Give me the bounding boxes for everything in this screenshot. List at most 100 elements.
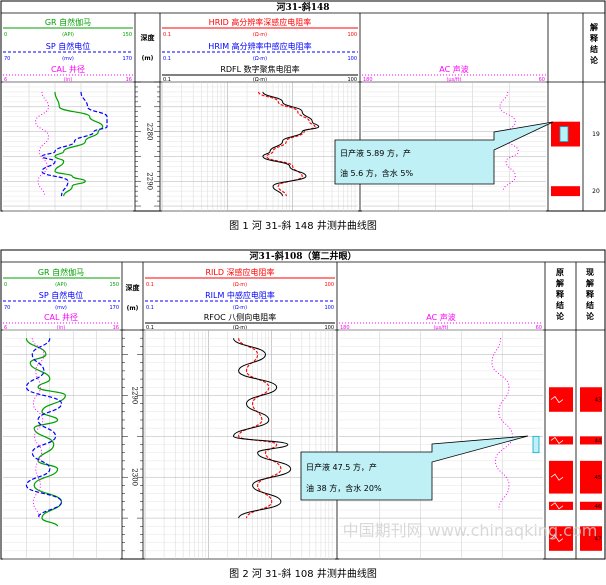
sp-label: SP 自然电位 xyxy=(39,290,83,300)
ac-label: AC 声波 xyxy=(426,312,455,322)
cal-unit: (in) xyxy=(57,325,66,331)
callout-2-line2: 油 38 方，含水 20% xyxy=(306,483,382,493)
zone-new-bar xyxy=(580,460,602,494)
ac-min: 180 xyxy=(363,77,373,83)
gr-min: 0 xyxy=(4,32,7,38)
rhigh-unit: (Ω·m) xyxy=(253,32,267,38)
gr-min: 0 xyxy=(4,282,7,288)
ac-max: 60 xyxy=(539,77,545,83)
cal-label: CAL 井径 xyxy=(51,64,85,74)
zone-number: 44 xyxy=(595,438,602,444)
curve-5 xyxy=(232,337,292,519)
caption-2: 图 2 河 31-斜 108 井测井曲线图 xyxy=(229,567,377,580)
gr-label: GR 自然伽马 xyxy=(38,267,84,277)
rfoc-min: 0.1 xyxy=(163,77,171,83)
zone-number: 43 xyxy=(595,398,602,404)
cal-max: 16 xyxy=(126,77,132,83)
zone-orig-bar xyxy=(549,526,573,551)
curve-2 xyxy=(41,91,108,197)
zone-symbol xyxy=(550,436,564,444)
depth-unit: (m) xyxy=(142,55,154,62)
rmid-min: 0.1 xyxy=(163,56,171,62)
ac-unit: (μs/ft) xyxy=(446,77,461,83)
zone-new-bar xyxy=(580,526,602,551)
rfoc-min: 0.1 xyxy=(146,325,154,331)
ac-label: AC 声波 xyxy=(439,64,468,74)
interp-label: 解释结论 xyxy=(590,22,599,65)
rhigh-label: RILD 深感应电阻率 xyxy=(205,267,274,277)
zone-symbol xyxy=(550,395,564,404)
zone-symbol xyxy=(550,473,564,481)
cal-unit: (in) xyxy=(64,77,73,83)
zone-orig-bar xyxy=(549,460,573,494)
rhigh-min: 0.1 xyxy=(146,282,154,288)
watermark: 中国期刊网 www.chinaqking.com xyxy=(343,521,598,540)
zone-bar xyxy=(551,186,580,197)
panel-1-grid xyxy=(3,81,546,212)
rmid-unit: (Ω·m) xyxy=(253,56,267,62)
rmid-label: HRIM 高分辨率中感应电阻率 xyxy=(208,41,311,51)
rmid-min: 0.1 xyxy=(146,305,154,311)
curve-1 xyxy=(25,338,67,527)
curve-6 xyxy=(499,91,519,192)
rmid-max: 100 xyxy=(324,305,334,311)
depth-label: 2290 xyxy=(131,387,139,405)
callout-1-line1: 日产液 5.89 方，产 xyxy=(340,148,411,158)
rfoc-unit: (Ω·m) xyxy=(253,77,267,83)
zone-symbol xyxy=(550,534,564,543)
callout-2-line1: 日产液 47.5 方，产 xyxy=(306,462,377,472)
rhigh-max: 100 xyxy=(347,32,357,38)
depth-label: 深度 xyxy=(126,283,141,292)
sp-max: 170 xyxy=(122,56,132,62)
rfoc-max: 100 xyxy=(324,325,334,331)
callout-1 xyxy=(334,121,554,185)
panel-2-zones: 43 44 45 46 47 xyxy=(532,387,602,551)
sp-min: 70 xyxy=(4,305,10,311)
callout-2 xyxy=(300,435,529,501)
zone-number: 46 xyxy=(595,504,602,510)
cal-min: 6 xyxy=(4,77,7,83)
sp-unit: (mv) xyxy=(55,305,67,311)
panel-2-grid xyxy=(3,329,543,560)
depth-label: 2300 xyxy=(131,468,139,486)
curve-3 xyxy=(34,91,50,197)
curve-1 xyxy=(54,91,104,197)
zone-orig-bar xyxy=(549,436,573,445)
sp-min: 70 xyxy=(4,56,10,62)
panel-1-depth-ticks: 2280 2290 xyxy=(135,81,160,212)
rhigh-max: 100 xyxy=(324,282,334,288)
curve-4 xyxy=(257,91,316,197)
rfoc-max: 100 xyxy=(347,77,357,83)
gr-label: GR 自然伽马 xyxy=(45,17,91,27)
cal-min: 6 xyxy=(4,325,7,331)
panel-1-title: 河31-斜148 xyxy=(276,1,329,13)
sp-max: 170 xyxy=(109,305,119,311)
panel-2: 河31-斜108（第二井眼） GR 自然伽马 0 (API) 150 SP 自然… xyxy=(0,249,606,560)
panel-2-depth-ticks: 2290 2300 xyxy=(122,329,143,560)
zone-marker xyxy=(559,126,569,142)
rhigh-label: HRID 高分辨率深感应电阻率 xyxy=(209,17,312,27)
zone-symbol xyxy=(550,502,564,510)
interp-orig-label: 原解释结论 xyxy=(556,268,565,321)
panel-2-curves xyxy=(25,337,513,527)
rfoc-label: RDFL 数字聚焦电阻率 xyxy=(220,64,299,74)
zone-number: 45 xyxy=(595,475,602,481)
curve-2 xyxy=(25,338,63,519)
cal-label: CAL 井径 xyxy=(44,312,78,322)
sp-label: SP 自然电位 xyxy=(46,41,90,51)
gr-max: 150 xyxy=(122,32,132,38)
zone-number: 20 xyxy=(592,188,600,195)
gr-max: 150 xyxy=(109,282,119,288)
zone-marker xyxy=(532,435,540,454)
rhigh-min: 0.1 xyxy=(163,32,171,38)
panel-1-curves xyxy=(34,91,519,197)
zone-orig-bar xyxy=(549,501,573,510)
rmid-max: 100 xyxy=(347,56,357,62)
panel-1: 河31-斜148 GR 自然伽马 0 (API) 150 SP 自然电位 70 … xyxy=(0,0,606,212)
ac-max: 60 xyxy=(536,325,542,331)
gr-unit: (API) xyxy=(55,282,67,288)
rmid-label: RILM 中感应电阻率 xyxy=(205,290,275,300)
zone-new-bar xyxy=(580,387,602,412)
curve-4 xyxy=(238,338,282,519)
